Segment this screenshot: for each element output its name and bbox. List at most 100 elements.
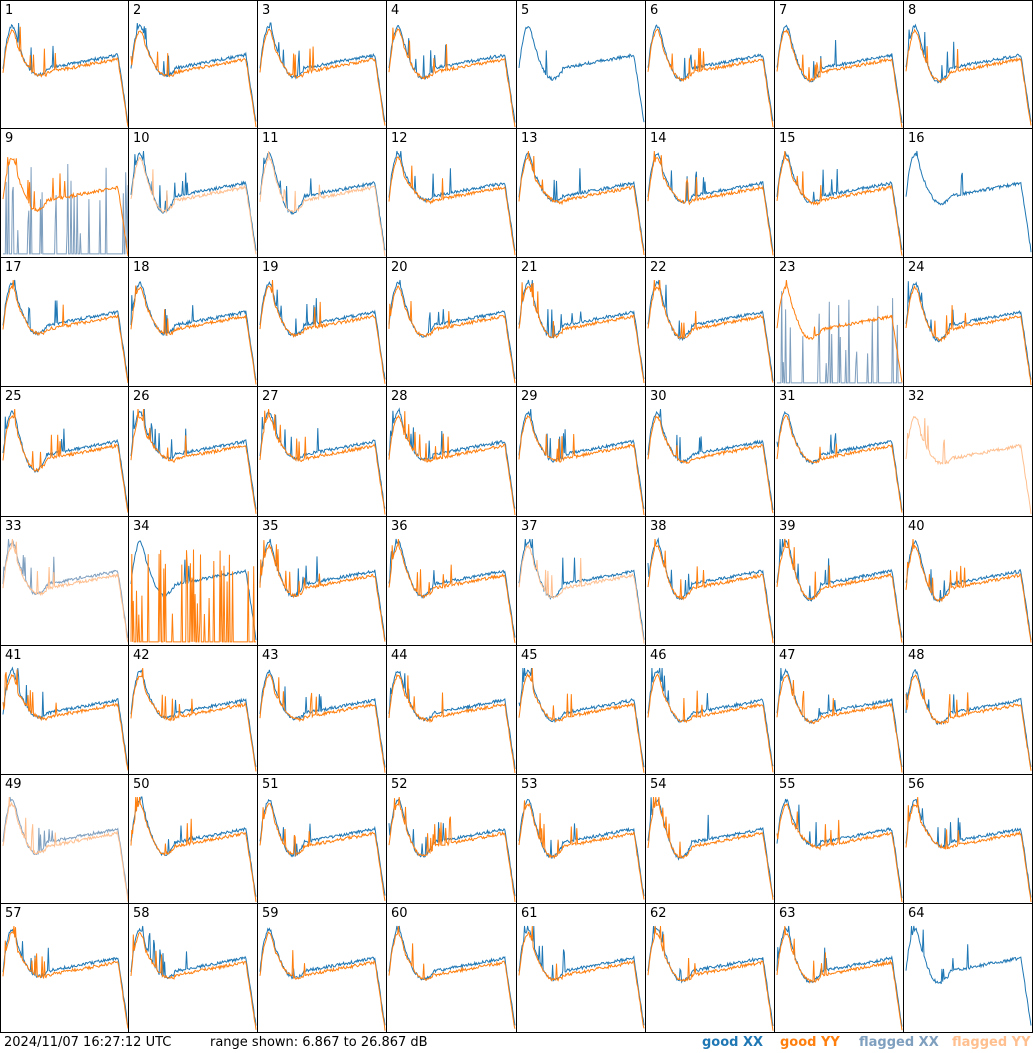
- spectrum-panel-35: 35: [258, 517, 387, 646]
- spectrum-panel-55: 55: [775, 775, 904, 904]
- series-good-xx: [905, 798, 1032, 898]
- series-good-xx: [905, 925, 1032, 1026]
- series-good-yy: [905, 538, 1032, 643]
- series-good-yy: [776, 414, 903, 513]
- series-good-yy: [905, 674, 1032, 771]
- panel-plot: [2, 538, 128, 643]
- series-good-xx: [518, 408, 645, 509]
- panel-plot: [905, 669, 1032, 771]
- series-good-xx: [259, 22, 386, 123]
- spectrum-panel-19: 19: [258, 258, 387, 387]
- panel-label: 31: [779, 389, 796, 404]
- series-good-yy: [259, 28, 386, 126]
- series-good-xx: [647, 24, 774, 122]
- spectrum-panel-1: 1: [0, 0, 129, 129]
- panel-plot: [2, 796, 128, 902]
- series-good-xx: [2, 928, 128, 1028]
- series-flagged-yy: [518, 544, 645, 644]
- spectrum-panel-2: 2: [129, 0, 258, 129]
- spectrum-panel-58: 58: [129, 904, 258, 1033]
- panel-label: 19: [262, 260, 279, 275]
- panel-label: 43: [262, 648, 279, 663]
- series-good-yy: [259, 803, 386, 901]
- panel-label: 60: [391, 906, 408, 921]
- series-good-yy: [518, 925, 645, 1029]
- spectrum-panel-39: 39: [775, 517, 904, 646]
- panel-label: 18: [133, 260, 150, 275]
- panel-label: 8: [908, 3, 917, 18]
- series-good-yy: [130, 796, 257, 902]
- panel-plot: [647, 279, 774, 383]
- series-good-yy: [2, 157, 128, 257]
- spectrum-panel-7: 7: [775, 0, 904, 129]
- panel-plot: [776, 279, 903, 384]
- panel-label: 29: [521, 389, 538, 404]
- spectrum-panel-37: 37: [517, 517, 646, 646]
- panel-plot: [2, 666, 128, 771]
- legend-good-xx: good XX: [702, 1035, 764, 1050]
- panel-plot: [259, 408, 386, 515]
- series-good-xx: [259, 798, 386, 896]
- panel-plot: [647, 150, 774, 256]
- panel-plot: [905, 796, 1032, 903]
- series-good-xx: [905, 23, 1032, 122]
- panel-label: 56: [908, 777, 925, 792]
- series-good-xx: [259, 151, 386, 251]
- panel-label: 45: [521, 648, 538, 663]
- series-good-xx: [130, 150, 257, 251]
- panel-plot: [259, 798, 386, 901]
- series-flagged-yy: [905, 415, 1032, 514]
- spectrum-panel-26: 26: [129, 387, 258, 517]
- panel-plot: [2, 157, 128, 257]
- spectrum-panel-49: 49: [0, 775, 129, 904]
- timestamp: 2024/11/07 16:27:12 UTC: [4, 1035, 172, 1050]
- series-good-yy: [647, 673, 774, 773]
- series-good-xx: [2, 666, 128, 770]
- panel-plot: [130, 150, 257, 255]
- panel-plot: [388, 796, 516, 903]
- panel-label: 38: [650, 519, 667, 534]
- series-good-xx: [259, 927, 386, 1026]
- panel-label: 33: [5, 519, 22, 534]
- series-good-xx: [776, 667, 903, 768]
- series-good-xx: [776, 538, 903, 638]
- panel-label: 44: [391, 648, 408, 663]
- series-good-xx: [388, 407, 516, 509]
- panel-plot: [388, 279, 516, 384]
- series-good-yy: [2, 669, 128, 771]
- panel-label: 2: [133, 3, 142, 18]
- series-good-yy: [776, 28, 903, 128]
- panel-plot: [776, 538, 903, 643]
- series-good-xx: [776, 925, 903, 1027]
- spectrum-panel-25: 25: [0, 387, 129, 517]
- series-good-xx: [130, 22, 257, 122]
- series-good-yy: [130, 549, 256, 643]
- spectrum-panel-54: 54: [646, 775, 775, 904]
- panel-plot: [259, 927, 386, 1031]
- series-good-xx: [647, 925, 774, 1027]
- panel-label: 52: [391, 777, 408, 792]
- series-good-yy: [259, 673, 386, 773]
- series-good-yy: [518, 414, 645, 516]
- series-good-xx: [2, 22, 128, 124]
- panel-plot: [518, 538, 645, 644]
- spectrum-panel-30: 30: [646, 387, 775, 517]
- series-good-yy: [388, 27, 516, 128]
- panel-label: 24: [908, 260, 925, 275]
- panel-label: 26: [133, 389, 150, 404]
- series-good-yy: [130, 285, 257, 385]
- series-good-yy: [2, 925, 128, 1029]
- series-good-yy: [647, 796, 774, 900]
- panel-plot: [647, 537, 774, 644]
- panel-plot: [259, 279, 386, 384]
- panel-label: 34: [133, 519, 150, 534]
- panel-plot: [905, 23, 1032, 126]
- series-good-xx: [2, 279, 128, 381]
- spectrum-panel-63: 63: [775, 904, 904, 1033]
- footer: 2024/11/07 16:27:12 UTC range shown: 6.8…: [0, 1033, 1033, 1053]
- series-good-xx: [647, 152, 774, 252]
- panel-plot: [2, 925, 128, 1029]
- series-good-yy: [776, 279, 903, 383]
- spectrum-panel-41: 41: [0, 646, 129, 775]
- spectrum-panel-47: 47: [775, 646, 904, 775]
